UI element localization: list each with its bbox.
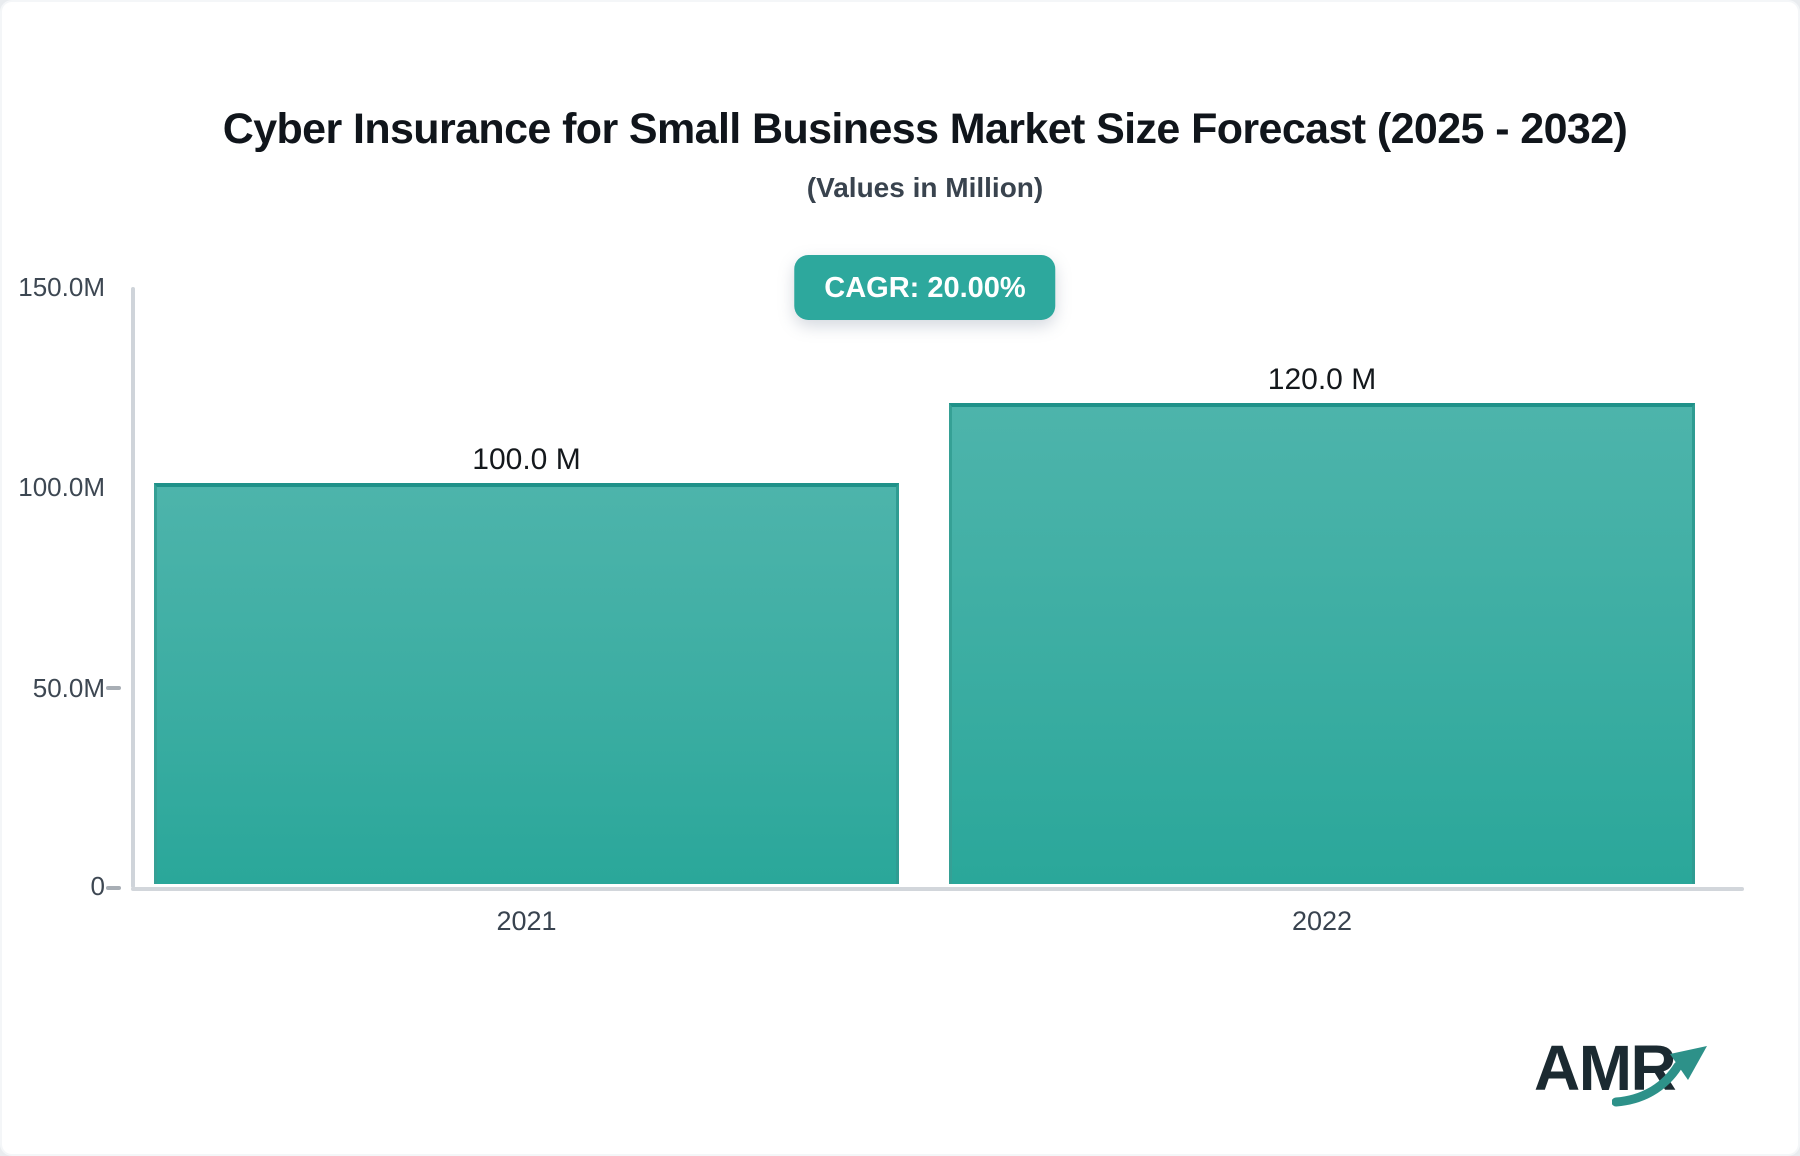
y-tick-label-150: 150.0M [18,272,105,302]
y-tick-mark-50 [106,686,121,690]
x-axis-label-2021: 2021 [496,906,557,936]
bar-value-label-2022: 120.0 M [1267,363,1377,396]
bar-value-label-2021: 100.0 M [472,443,581,476]
growth-arrow-icon [1612,1046,1707,1107]
x-axis-line [131,887,1744,891]
chart-title: Cyber Insurance for Small Business Marke… [222,105,1628,153]
bar-2022: 120.0 M [949,363,1695,884]
chart-subtitle: (Values in Million) [806,172,1044,203]
y-tick-label-0: 0 [90,871,105,901]
y-tick-label-50: 50.0M [32,673,105,703]
y-axis-line [131,287,135,888]
y-tick-label-100: 100.0M [18,472,105,502]
cagr-badge: CAGR: 20.00% [794,255,1056,320]
amr-logo: AMR [1534,1036,1724,1116]
y-tick-mark-0 [106,886,121,890]
bar-2021: 100.0 M [154,443,899,884]
x-axis-label-2022: 2022 [1291,906,1353,936]
